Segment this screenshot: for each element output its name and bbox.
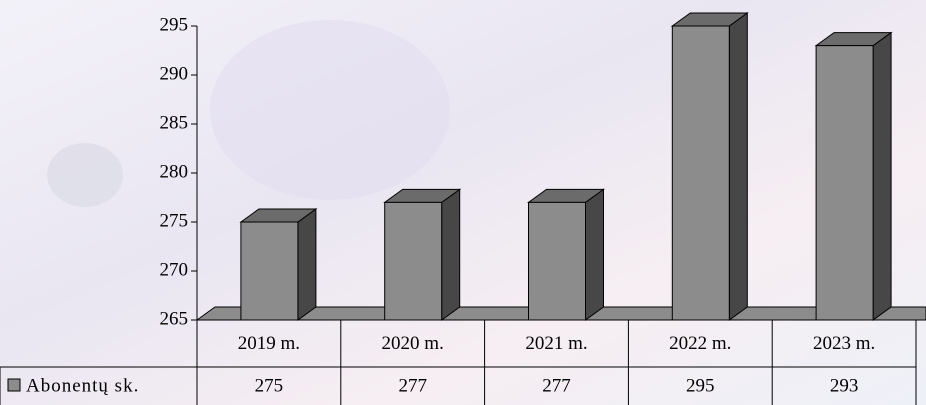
bar bbox=[526, 188, 606, 321]
bar-side bbox=[297, 208, 317, 321]
table-value: 277 bbox=[398, 375, 427, 396]
y-tick-label: 280 bbox=[160, 161, 189, 182]
legend-label: Abonentų sk. bbox=[26, 375, 139, 396]
bar-front bbox=[815, 45, 874, 321]
background-decoration bbox=[210, 20, 450, 200]
bar-side bbox=[872, 31, 892, 321]
bar-side bbox=[441, 188, 461, 321]
x-tick-label: 2020 m. bbox=[382, 333, 444, 354]
bar bbox=[814, 31, 893, 321]
bar bbox=[670, 12, 749, 321]
bar-side bbox=[585, 188, 604, 321]
bar bbox=[383, 188, 462, 321]
table-value: 275 bbox=[255, 375, 284, 396]
x-tick-label: 2022 m. bbox=[669, 333, 731, 354]
legend-marker bbox=[7, 378, 21, 392]
table-value: 295 bbox=[686, 375, 715, 396]
background-decoration bbox=[47, 143, 123, 207]
y-tick-label: 285 bbox=[160, 112, 189, 133]
bar-front bbox=[528, 201, 586, 321]
x-tick-label: 2019 m. bbox=[238, 333, 300, 354]
bar bbox=[239, 208, 318, 321]
y-tick-label: 270 bbox=[160, 259, 189, 280]
y-tick-label: 275 bbox=[160, 210, 189, 231]
table-value: 293 bbox=[830, 375, 859, 396]
table-value: 277 bbox=[542, 375, 571, 396]
y-tick-label: 265 bbox=[160, 308, 189, 329]
bar-front bbox=[384, 201, 443, 321]
bar-front bbox=[671, 25, 730, 321]
y-tick-label: 290 bbox=[160, 63, 189, 84]
bar-front bbox=[240, 221, 299, 321]
bar-side bbox=[728, 12, 748, 321]
x-tick-label: 2021 m. bbox=[525, 333, 587, 354]
x-tick-label: 2023 m. bbox=[813, 333, 875, 354]
y-tick-label: 295 bbox=[160, 14, 189, 35]
